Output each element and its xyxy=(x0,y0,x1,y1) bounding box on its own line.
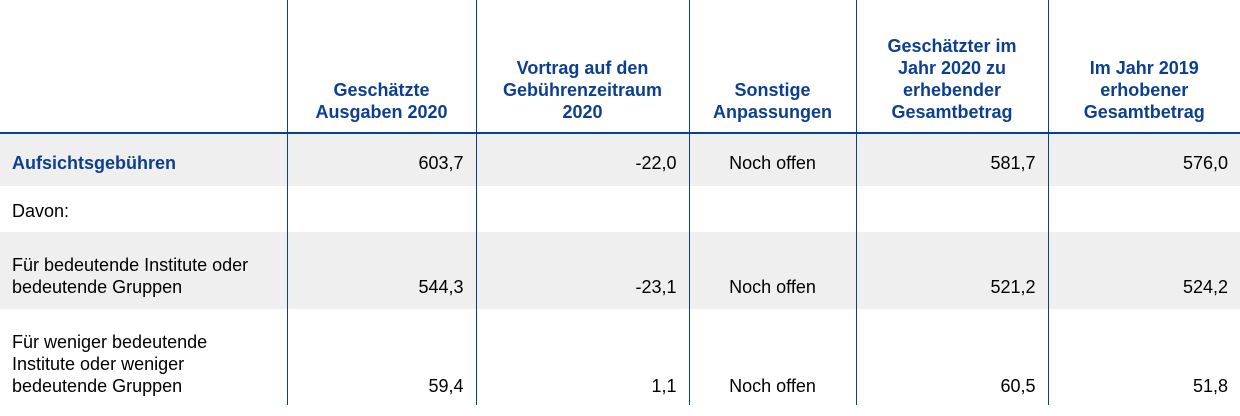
cell-estimated-expenses: 544,3 xyxy=(286,232,476,309)
fee-table: Geschätzte Ausgaben 2020 Vortrag auf den… xyxy=(0,0,1240,405)
cell-estimated-expenses: 59,4 xyxy=(286,309,476,405)
cell-total-2019 xyxy=(1047,186,1240,232)
cell-estimated-expenses xyxy=(286,186,476,232)
row-label: Davon: xyxy=(12,201,70,221)
header-estimated-total-2020: Geschätzter im Jahr 2020 zu erhebender G… xyxy=(855,0,1048,134)
table-row-less-significant-institutions: Für weniger bedeutende Institute oder we… xyxy=(0,309,1240,405)
header-total-levied-2019: Im Jahr 2019 erhobener Gesamtbetrag xyxy=(1047,0,1240,134)
cell-total-2019: 51,8 xyxy=(1047,309,1240,405)
header-row: Geschätzte Ausgaben 2020 Vortrag auf den… xyxy=(0,0,1240,134)
cell-other-adjustments: Noch offen xyxy=(688,309,856,405)
header-carry-forward-2020: Vortrag auf den Gebührenzeitraum 2020 xyxy=(475,0,689,134)
cell-carry-forward xyxy=(475,186,689,232)
cell-other-adjustments xyxy=(688,186,856,232)
table-row-davon: Davon: xyxy=(0,186,1240,232)
cell-estimated-total: 521,2 xyxy=(855,232,1048,309)
header-other-adjustments: Sonstige Anpassungen xyxy=(688,0,856,134)
row-label: Für weniger bedeutende Institute oder we… xyxy=(12,332,208,396)
cell-carry-forward: -23,1 xyxy=(475,232,689,309)
row-label: Für bedeutende Institute oder bedeutende… xyxy=(0,232,287,309)
table-row-significant-institutions: Für bedeutende Institute oder bedeutende… xyxy=(0,232,1240,309)
cell-carry-forward: 1,1 xyxy=(475,309,689,405)
cell-carry-forward: -22,0 xyxy=(475,133,689,186)
cell-other-adjustments: Noch offen xyxy=(688,133,856,186)
header-corner xyxy=(0,0,287,134)
cell-estimated-expenses: 603,7 xyxy=(286,133,476,186)
cell-total-2019: 524,2 xyxy=(1047,232,1240,309)
cell-total-2019: 576,0 xyxy=(1047,133,1240,186)
cell-estimated-total: 581,7 xyxy=(855,133,1048,186)
cell-other-adjustments: Noch offen xyxy=(688,232,856,309)
row-label: Aufsichtsgebühren xyxy=(0,133,287,186)
cell-estimated-total xyxy=(855,186,1048,232)
table-row-supervisory-fees: Aufsichtsgebühren 603,7 -22,0 Noch offen… xyxy=(0,133,1240,186)
header-estimated-expenses-2020: Geschätzte Ausgaben 2020 xyxy=(286,0,476,134)
cell-estimated-total: 60,5 xyxy=(855,309,1048,405)
